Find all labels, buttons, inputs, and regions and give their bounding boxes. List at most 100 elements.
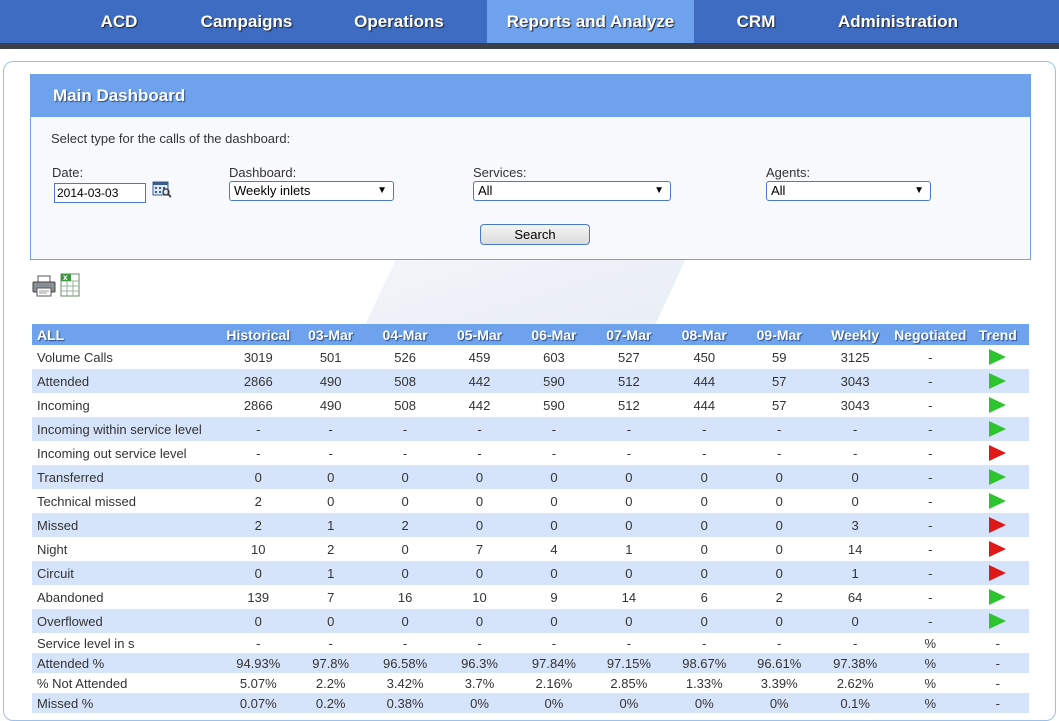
table-cell: 2866 — [243, 397, 273, 413]
table-cell: - — [442, 417, 517, 441]
column-header: 05-Mar — [442, 324, 517, 345]
table-cell: 3019 — [243, 349, 273, 365]
services-label: Services: — [473, 165, 527, 180]
table-cell: 1.33% — [685, 675, 723, 691]
trend-up-arrow-icon — [989, 469, 1007, 486]
calendar-icon[interactable] — [152, 180, 172, 198]
table-cell: - — [928, 589, 933, 605]
agents-select-value: All — [771, 183, 786, 198]
table-cell: 444 — [693, 397, 716, 413]
table-row: Overflowed 0 0 0 0 0 0 0 0 0- — [32, 609, 1029, 633]
table-cell: 1 — [293, 561, 368, 585]
table-cell: 3043 — [840, 397, 870, 413]
dashboard-select[interactable]: Weekly inlets ▼ — [229, 181, 394, 201]
trend-cell — [966, 609, 1029, 633]
printer-icon[interactable] — [32, 274, 56, 298]
table-cell: 0 — [666, 513, 742, 537]
dashboard-filters: Select type for the calls of the dashboa… — [31, 117, 1030, 259]
table-cell: - — [256, 445, 261, 461]
table-cell: 2.16% — [535, 675, 573, 691]
table-cell: - — [256, 635, 261, 651]
trend-up-arrow-icon — [989, 349, 1007, 366]
table-cell: 512 — [618, 397, 640, 413]
nav-item-administration[interactable]: Administration — [838, 12, 958, 31]
table-cell: 2 — [223, 513, 294, 537]
table-cell: - — [402, 635, 408, 651]
column-header: ALL — [32, 324, 224, 345]
chevron-down-icon: ▼ — [914, 185, 924, 196]
table-cell: 2 — [775, 589, 783, 605]
table-row: Volume Calls 3019 501 526 459 603 527 450 59 3125… — [32, 345, 1029, 369]
nav-item-operations[interactable]: Operations — [354, 12, 444, 31]
table-cell: - — [293, 417, 368, 441]
row-label: Missed % — [32, 693, 224, 713]
nav-item-crm[interactable]: CRM — [736, 12, 776, 31]
dashboard-label: Dashboard: — [229, 165, 297, 180]
table-cell: 0 — [700, 493, 708, 509]
date-field[interactable]: 2014-03-03 — [54, 183, 146, 203]
table-cell: 3.42% — [386, 675, 424, 691]
trend-cell — [966, 561, 1029, 585]
table-cell: 3.39% — [760, 675, 798, 691]
spreadsheet-export-icon[interactable]: X — [59, 272, 81, 298]
table-cell: - — [591, 417, 667, 441]
table-cell: 526 — [394, 349, 416, 365]
row-label: Attended — [32, 369, 224, 393]
dashboard-table: ALL Historical 03-Mar 04-Mar 05-Mar 06-Mar 07-… — [32, 324, 1029, 713]
table-cell: 2 — [367, 513, 443, 537]
table-cell: 0.38% — [367, 693, 443, 713]
table-cell: 0% — [591, 693, 667, 713]
dashboard-select-value: Weekly inlets — [234, 183, 311, 198]
table-row: Incoming within service level - - - - - - - - - - — [32, 417, 1029, 441]
table-cell: 97.38% — [816, 653, 894, 673]
table-cell: 0 — [401, 541, 409, 557]
dashboard-intro-text: Select type for the calls of the dashboa… — [51, 131, 291, 146]
table-cell: 0 — [591, 465, 667, 489]
table-cell: 3125 — [840, 349, 870, 365]
date-label: Date: — [52, 165, 84, 180]
nav-item-campaigns[interactable]: Campaigns — [200, 12, 293, 31]
trend-up-arrow-icon — [989, 397, 1007, 414]
table-cell: - — [223, 417, 294, 441]
table-row: Incoming out service level - - - - - - - - - - — [32, 441, 1029, 465]
table-cell: 0 — [625, 493, 633, 509]
table-cell: 0% — [516, 693, 592, 713]
search-button[interactable]: Search — [480, 224, 590, 245]
table-cell: 590 — [516, 369, 592, 393]
agents-select[interactable]: All ▼ — [766, 181, 931, 201]
trend-down-arrow-icon — [989, 445, 1007, 462]
services-select-value: All — [478, 183, 493, 198]
services-select[interactable]: All ▼ — [473, 181, 671, 201]
table-cell: 0 — [742, 513, 817, 537]
table-cell: - — [928, 349, 933, 365]
svg-text:X: X — [63, 275, 68, 282]
table-row: Transferred 0 0 0 0 0 0 0 0 0- — [32, 465, 1029, 489]
table-cell: 64 — [847, 589, 863, 605]
table-cell: - — [816, 417, 894, 441]
table-cell: 59 — [771, 349, 787, 365]
nav-item-acd[interactable]: ACD — [100, 12, 138, 31]
table-cell: - — [742, 417, 817, 441]
trend-up-arrow-icon — [989, 589, 1007, 606]
table-cell: 97.8% — [293, 653, 368, 673]
table-cell: 3.7% — [464, 675, 495, 691]
column-header: Negotiated — [893, 324, 967, 345]
trend-cell: - — [966, 653, 1029, 673]
table-cell: - — [626, 635, 632, 651]
column-header: 07-Mar — [591, 324, 667, 345]
table-cell: % — [893, 653, 967, 673]
trend-down-arrow-icon — [989, 541, 1007, 558]
background-watermark — [363, 258, 687, 328]
table-cell: 0 — [816, 465, 894, 489]
table-cell: - — [852, 445, 858, 461]
table-cell: - — [702, 445, 707, 461]
table-cell: % — [924, 675, 937, 691]
table-header-row: ALL Historical 03-Mar 04-Mar 05-Mar 06-Mar 07-… — [32, 324, 1029, 345]
table-cell: 0 — [293, 609, 368, 633]
table-cell: 0 — [742, 609, 817, 633]
table-cell: 0 — [442, 465, 517, 489]
row-label: Service level in s — [37, 635, 135, 651]
table-cell: - — [367, 417, 443, 441]
nav-item-reports-and-analyze[interactable]: Reports and Analyze — [487, 0, 694, 43]
table-cell: 0 — [223, 609, 294, 633]
